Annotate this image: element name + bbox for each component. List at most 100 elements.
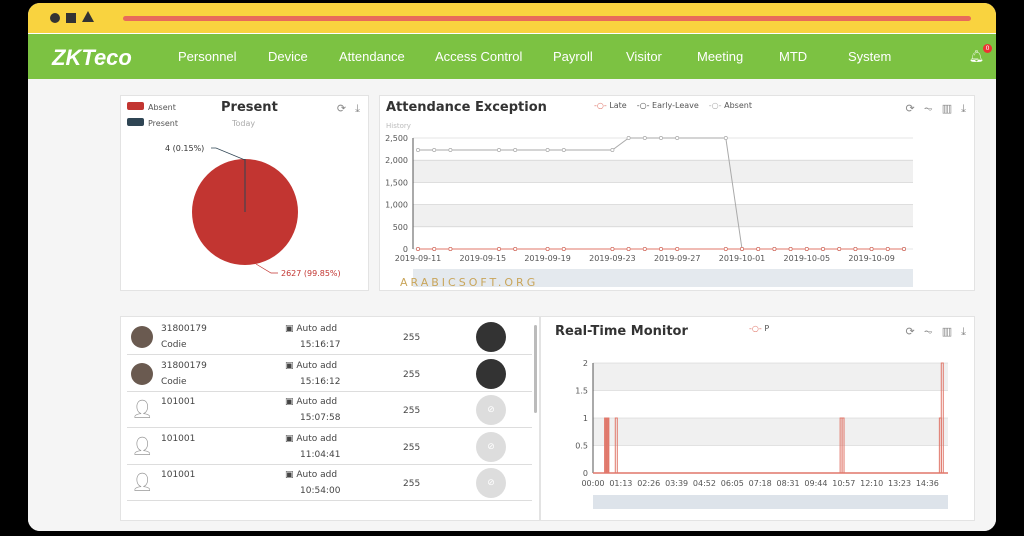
data-point	[675, 247, 680, 251]
refresh-icon[interactable]: ⟳	[905, 102, 915, 115]
data-point	[448, 148, 453, 152]
record-time: 11:04:41	[300, 449, 341, 460]
legend-p[interactable]: -○- P	[749, 324, 769, 333]
nav-item-device[interactable]: Device	[268, 49, 308, 64]
x-tick-label: 00:00	[581, 479, 604, 488]
refresh-icon[interactable]: ⟳	[905, 325, 915, 338]
exception-line-chart: 0 500 1,000 1,500 2,000 2,500 2019-09-11 2019-0…	[385, 134, 913, 289]
legend-late[interactable]: -○- Late	[594, 101, 627, 110]
nav-item-meeting[interactable]: Meeting	[697, 49, 744, 64]
address-bar[interactable]	[123, 16, 971, 21]
line-chart-icon[interactable]: ⏦	[923, 325, 933, 338]
device-name: ▣ Auto add	[285, 433, 338, 444]
data-point	[513, 148, 518, 152]
label-present: 4 (0.15%)	[165, 144, 204, 153]
series-line-absent	[418, 137, 904, 250]
bar-chart-icon[interactable]: ▥	[941, 102, 953, 115]
spike	[940, 362, 944, 473]
device-name: ▣ Auto add	[285, 470, 338, 480]
record-row[interactable]: 👤︎ 101001 ▣ Auto add 10:54:00 255 ⊘	[127, 465, 532, 501]
y-tick-label: 1	[583, 414, 588, 423]
nav-item-payroll[interactable]: Payroll	[553, 49, 593, 64]
data-point	[740, 247, 744, 251]
data-point	[610, 247, 615, 251]
y-tick-label: 0	[583, 469, 588, 478]
nav-item-attendance[interactable]: Attendance	[339, 49, 405, 64]
zoom-slider[interactable]	[413, 269, 913, 287]
data-point	[642, 247, 647, 251]
data-point	[610, 148, 615, 152]
y-tick-label: 2	[583, 359, 588, 368]
legend-early-leave[interactable]: -○- Early-Leave	[637, 101, 699, 110]
spike	[841, 417, 845, 473]
panel-title: Real-Time Monitor	[555, 324, 688, 339]
y-tick-label: 0.5	[575, 442, 588, 451]
bell-icon[interactable]: 🔔︎	[968, 49, 984, 63]
data-point	[416, 247, 420, 251]
data-point	[497, 247, 501, 251]
x-tick-label: 06:05	[721, 479, 744, 488]
no-photo-icon[interactable]: ⊘	[476, 468, 506, 498]
legend-absent[interactable]: -○- Absent	[709, 101, 752, 110]
nav-item-visitor[interactable]: Visitor	[626, 49, 662, 64]
device-icon: ▣	[285, 433, 297, 444]
avatar: 👤︎	[131, 399, 154, 420]
record-row[interactable]: 31800179 Codie ▣ Auto add 15:16:12 255	[127, 356, 532, 392]
x-tick-label: 2019-09-15	[460, 254, 507, 263]
legend-marker-icon: -○-	[708, 101, 722, 110]
dashboard: Absent Present Present Today ⟳ ⤓ 4 (0.15%…	[28, 79, 996, 531]
bar-chart-icon[interactable]: ▥	[941, 325, 953, 338]
download-icon[interactable]: ⤓	[961, 325, 966, 338]
data-point	[545, 247, 550, 251]
y-tick-label: 500	[393, 223, 408, 232]
scrollbar[interactable]	[534, 325, 537, 413]
realtime-monitor-panel: Real-Time Monitor -○- P ⟳ ⏦ ▥ ⤓ 0 0.5 1 1.5 2 00…	[540, 316, 975, 521]
refresh-icon[interactable]: ⟳	[336, 102, 347, 115]
no-photo-icon[interactable]: ⊘	[476, 431, 506, 462]
panel-subtitle: History	[386, 122, 411, 130]
device-name: ▣ Auto add	[285, 397, 338, 407]
square-icon	[66, 13, 76, 23]
legend-label: Absent	[148, 103, 176, 112]
x-tick-label: 2019-09-19	[524, 254, 571, 263]
download-icon[interactable]: ⤓	[961, 102, 966, 115]
nav-item-access-control[interactable]: Access Control	[435, 49, 523, 64]
legend-label: Late	[609, 101, 627, 110]
x-tick-label: 07:18	[749, 479, 772, 488]
no-photo-icon[interactable]: ⊘	[476, 395, 506, 425]
capture-photo[interactable]	[476, 322, 506, 352]
data-point	[756, 247, 761, 251]
nav-item-mtd[interactable]: MTD	[779, 49, 808, 64]
data-point	[723, 136, 728, 140]
capture-photo[interactable]	[476, 358, 506, 389]
verify-type: 255	[403, 479, 421, 489]
download-icon[interactable]: ⤓	[355, 102, 360, 115]
record-time: 15:07:58	[300, 413, 341, 423]
legend-absent[interactable]: Absent	[127, 102, 178, 112]
legend-present[interactable]: Present	[127, 118, 178, 128]
user-id: 101001	[161, 433, 196, 444]
data-point	[561, 247, 566, 251]
avatar	[131, 326, 153, 348]
record-row[interactable]: 👤︎ 101001 ▣ Auto add 11:04:41 255 ⊘	[127, 429, 532, 465]
x-tick-label: 12:10	[860, 479, 883, 488]
record-row[interactable]: 👤︎ 101001 ▣ Auto add 15:07:58 255 ⊘	[127, 392, 532, 428]
watermark: ARABICSOFT.ORG	[400, 276, 538, 289]
user-id: 31800179	[161, 324, 207, 334]
data-point	[723, 247, 728, 251]
line-chart-icon[interactable]: ⏦	[923, 102, 933, 115]
pie-chart: 4 (0.15%) 2627 (99.85%)	[165, 144, 341, 278]
nav-item-system[interactable]: System	[848, 49, 892, 64]
x-tick-label: 01:13	[609, 479, 632, 488]
window-topbar	[28, 3, 996, 33]
x-tick-label: 2019-10-05	[784, 254, 831, 263]
present-panel: Absent Present Present Today ⟳ ⤓ 4 (0.15%…	[120, 95, 369, 291]
x-tick-label: 14:36	[916, 479, 939, 488]
x-tick-label: 10:57	[832, 479, 855, 488]
legend-marker-icon: -○-	[749, 324, 762, 333]
data-point	[837, 247, 842, 251]
nav-item-personnel[interactable]: Personnel	[178, 49, 237, 64]
zoom-slider[interactable]	[593, 495, 948, 509]
y-tick-label: 1,500	[385, 178, 408, 187]
record-row[interactable]: 31800179 Codie ▣ Auto add 15:16:17 255	[127, 319, 532, 355]
